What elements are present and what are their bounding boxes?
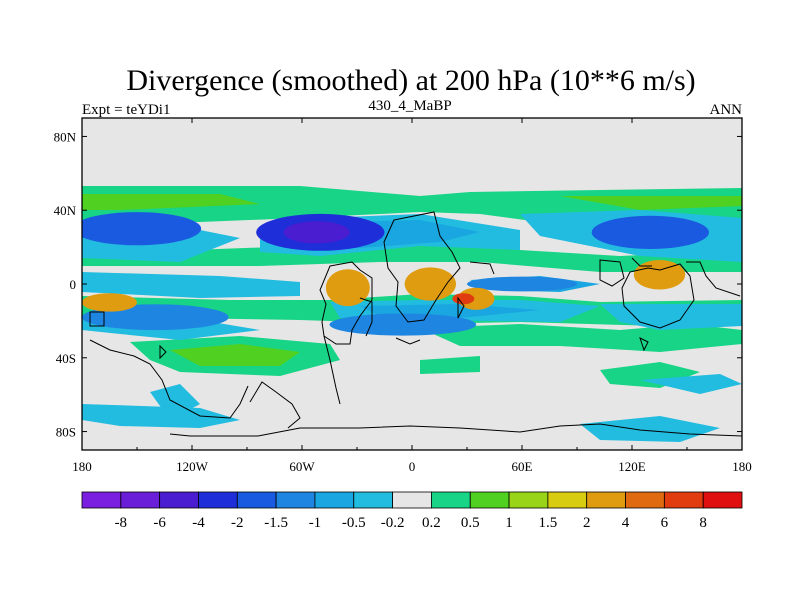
colorbar-box [547, 491, 588, 509]
chart-title: Divergence (smoothed) at 200 hPa (10**6 … [126, 64, 695, 97]
coast-antarctica-w [89, 339, 249, 419]
colorbar-label: 0.5 [461, 515, 480, 531]
colorbar-box [508, 491, 549, 509]
coast-antarctic-peninsula [249, 381, 301, 429]
colorbar-box [314, 491, 355, 509]
coast-madagascar [457, 296, 465, 319]
feature-blue-eq-indian [467, 276, 577, 292]
feature-orange-eq-africa [325, 269, 370, 307]
colorbar-label: -0.2 [381, 515, 405, 531]
colorbar-box [702, 491, 743, 509]
x-tick-label: 60E [512, 459, 533, 474]
colorbar-label: 8 [699, 515, 707, 531]
y-tick-label: 40N [54, 203, 77, 218]
colorbar-box [353, 491, 393, 509]
band-green-10n [82, 240, 742, 272]
coast-gulf-guinea [359, 297, 373, 337]
colorbar-box [236, 491, 277, 509]
coast-south-africa [395, 337, 421, 345]
coast-pacific-islands [89, 311, 105, 327]
band-cyan-eq-s-w [82, 272, 300, 298]
colorbar-label: -6 [153, 515, 166, 531]
colorbar-label: 0.2 [422, 515, 441, 531]
plot-area [82, 118, 742, 450]
band-cyan-60s [82, 404, 240, 428]
feature-orange-eq-india [457, 287, 495, 310]
colorbar-box [392, 491, 432, 509]
colorbar-box [198, 491, 238, 509]
y-axis: 80N 40N 0 40S 80S [54, 129, 742, 440]
coast-australia-tas [639, 337, 649, 352]
colorbar-label: 2 [583, 515, 591, 531]
band-green-50s-e [420, 356, 480, 374]
colorbar: -8 -6 -4 -2 -1.5 -1 -0.5 -0.2 0.2 0.5 1 1.5 2 4 6 8 [81, 491, 743, 531]
colorbar-box [431, 491, 471, 509]
coast-nz [159, 344, 167, 360]
colorbar-label: -4 [192, 515, 205, 531]
band-lime-50n-e [560, 196, 742, 210]
feature-blue-20s-atlantic [329, 313, 477, 336]
coast-chile [323, 335, 341, 405]
colorbar-label: -0.5 [342, 515, 366, 531]
colorbar-label: -8 [115, 515, 128, 531]
band-cyan-70s-w [150, 384, 200, 420]
colorbar-box [663, 491, 704, 509]
colorbar-label: -1 [309, 515, 322, 531]
coast-antarctica [169, 423, 742, 437]
colorbar-box [159, 491, 199, 509]
coast-east-asia [631, 257, 652, 267]
y-tick-label: 80S [56, 425, 76, 440]
feature-blue-30n-asia [591, 215, 709, 249]
band-cyan-eq-e [600, 304, 742, 330]
colorbar-label: 1.5 [539, 515, 558, 531]
colorbar-label: -2 [231, 515, 244, 531]
coast-africa-east [469, 261, 495, 275]
right-string: ANN [710, 102, 743, 118]
feature-blue-40n-atlantic-core [283, 221, 350, 244]
band-cyan-70s-e [580, 416, 720, 442]
coast-south-america [319, 261, 373, 345]
colorbar-label: 4 [622, 515, 630, 531]
x-tick-label: 60W [289, 459, 315, 474]
feature-orange-eq-maritime [633, 260, 686, 290]
feature-orange-eq-pacific-w [82, 293, 137, 312]
x-tick-label: 0 [409, 459, 416, 474]
coast-indonesia [599, 259, 625, 287]
colorbar-label: 6 [661, 515, 669, 531]
feature-orange-eq-africa2 [404, 267, 457, 301]
colorbar-box [120, 491, 161, 509]
band-lime-40s [170, 344, 300, 366]
band-green-30s-e [420, 324, 742, 352]
x-tick-label: 180 [72, 459, 92, 474]
coast-australia [621, 263, 695, 329]
y-tick-label: 0 [70, 277, 77, 292]
band-lime-50n [82, 194, 260, 210]
y-tick-label: 40S [56, 351, 76, 366]
feature-red-eq-indian [452, 293, 475, 305]
colorbar-box [81, 491, 122, 509]
colorbar-box [469, 491, 510, 509]
coast-africa [383, 211, 461, 323]
y-tick-label: 80N [54, 129, 77, 144]
colorbar-box [275, 491, 316, 509]
x-tick-label: 120W [176, 459, 209, 474]
colorbar-box [586, 491, 626, 509]
coast-n-pacific [686, 261, 741, 297]
feature-blue-30n-pacific [82, 212, 202, 246]
center-string: 430_4_MaBP [368, 98, 451, 114]
x-axis: 180 120W 60W 0 60E 120E 180 [72, 118, 752, 474]
contour-features [82, 212, 709, 336]
colorbar-box [625, 491, 665, 509]
x-tick-label: 120E [618, 459, 646, 474]
left-string: Expt = teYDi1 [82, 102, 170, 118]
colorbar-label: -1.5 [264, 515, 288, 531]
coastlines [89, 211, 742, 437]
x-tick-label: 180 [732, 459, 752, 474]
colorbar-label: 1 [505, 515, 513, 531]
band-cyan-60s-e [640, 374, 742, 394]
